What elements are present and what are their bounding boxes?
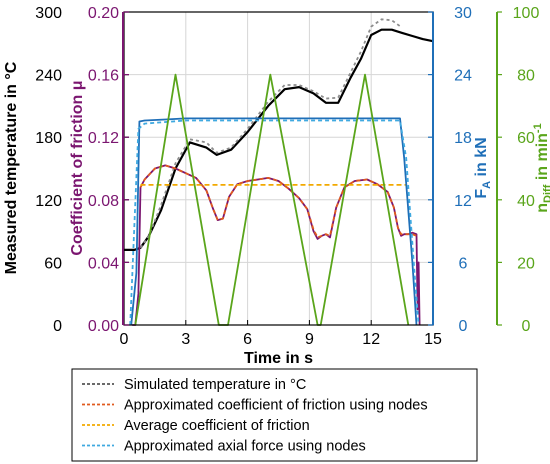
y-tick-label-temp: 240	[35, 68, 62, 85]
legend-label: Approximated coefficient of friction usi…	[124, 398, 428, 414]
y-tick-label-fa: 6	[459, 255, 468, 272]
axis-title-subscript: Diff	[542, 184, 550, 203]
y-tick-label-fa: 24	[454, 68, 472, 85]
series-line-rotational-speed	[134, 73, 410, 326]
series-line-measured-axial-force	[130, 117, 418, 326]
x-tick-label: 9	[305, 331, 314, 348]
y-tick-label-fa: 18	[454, 130, 472, 147]
x-tick-label: 0	[120, 331, 129, 348]
x-tick-label: 12	[362, 331, 380, 348]
y-tick-label-fa: 30	[454, 5, 472, 22]
legend-label: Approximated axial force using nodes	[124, 439, 366, 455]
y-tick-label-mu: 0.12	[88, 130, 119, 147]
y-tick-label-temp: 300	[35, 5, 62, 22]
y-tick-label-temp: 180	[35, 130, 62, 147]
y-tick-label-n: 0	[522, 318, 531, 335]
plot-frame	[123, 11, 434, 326]
y-tick-label-mu: 0.16	[88, 68, 119, 85]
chart-legend: Simulated temperature in °C Approximated …	[71, 368, 478, 462]
y-tick-label-n: 80	[517, 68, 535, 85]
axis-title-part: in min	[534, 133, 550, 185]
y-tick-label-mu: 0.04	[88, 255, 119, 272]
axis-title-superscript: -1	[532, 123, 544, 133]
series-line-measured-temperature	[124, 28, 434, 251]
y-tick-label-fa: 12	[454, 193, 472, 210]
axis-title-part: n	[534, 203, 550, 213]
y-tick-label-temp: 0	[53, 318, 62, 335]
x-tick-label: 3	[181, 331, 190, 348]
x-tick-label: 6	[243, 331, 252, 348]
y-tick-label-temp: 60	[44, 255, 62, 272]
y-axis-title-axial-force: FA in kN	[473, 137, 493, 198]
x-axis-title: Time in s	[244, 350, 313, 367]
legend-label: Average coefficient of friction	[124, 418, 310, 434]
y-axis-title-temperature: Measured temperature in °C	[3, 61, 20, 274]
y-axis-title-rotational-speed: nDiff in min-1	[532, 123, 550, 212]
axis-title-part: in kN	[473, 137, 490, 181]
chart-series	[124, 18, 434, 326]
y-tick-label-mu: 0.00	[88, 318, 119, 335]
y-axis-title-friction: Coefficient of friction μ	[69, 80, 86, 255]
x-tick-label: 15	[424, 331, 442, 348]
y-tick-label-n: 100	[513, 5, 540, 22]
y-tick-label-temp: 120	[35, 193, 62, 210]
chart-axes: 0 3 6 9 12 150601201802403000.000.040.080.120…	[35, 5, 539, 348]
y-tick-label-n: 20	[517, 255, 535, 272]
y-tick-label-mu: 0.20	[88, 5, 119, 22]
series-line-approximated-axial-force-using-nodes	[129, 119, 420, 326]
series-line-measured-friction	[132, 164, 421, 326]
chart-grid	[124, 12, 433, 325]
chart-labels: Time in s Measured temperature in °C Coeff…	[3, 61, 550, 367]
y-tick-label-n: 40	[517, 193, 535, 210]
y-tick-label-fa: 0	[459, 318, 468, 335]
y-tick-label-n: 60	[517, 130, 535, 147]
legend-box	[71, 368, 478, 462]
series-line-approximated-coefficient-of-friction-using-nodes	[139, 164, 417, 239]
y-tick-label-mu: 0.08	[88, 193, 119, 210]
legend-label: Simulated temperature in °C	[124, 377, 306, 393]
axis-title-subscript: A	[481, 181, 493, 189]
axis-title-part: F	[473, 189, 490, 199]
